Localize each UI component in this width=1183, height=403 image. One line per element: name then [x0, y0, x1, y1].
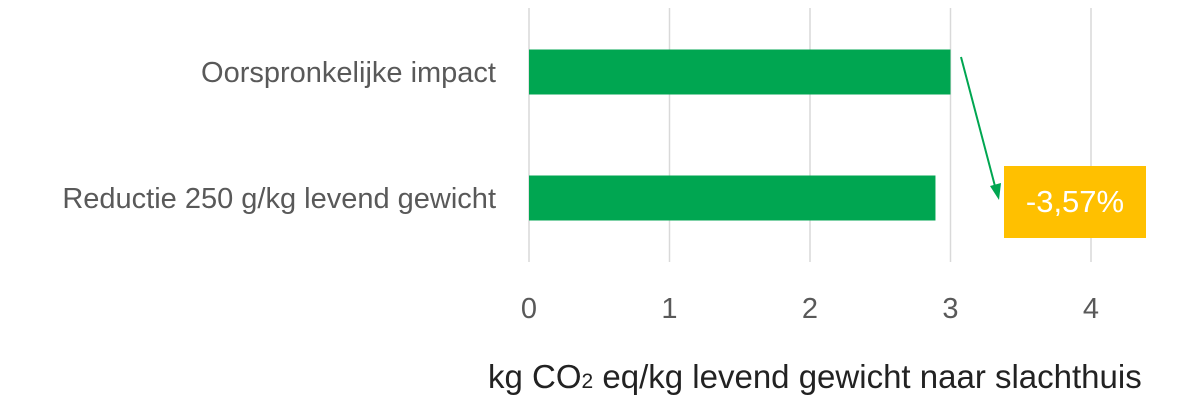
- x-tick-labels: 0 1 2 3 4: [521, 293, 1099, 325]
- x-tick-label: 2: [802, 293, 818, 325]
- reduction-callout: -3,57%: [1004, 166, 1146, 238]
- reduction-arrow: [960, 56, 1001, 200]
- x-axis-label-main: kg CO: [488, 358, 582, 395]
- category-labels: Oorspronkelijke impact Reductie 250 g/kg …: [62, 57, 496, 215]
- x-axis-label-subscript: 2: [581, 370, 594, 393]
- bar: [529, 175, 936, 221]
- arrow-head: [990, 183, 1001, 200]
- x-tick-label: 0: [521, 293, 537, 325]
- category-label: Reductie 250 g/kg levend gewicht: [62, 183, 496, 215]
- x-tick-label: 1: [661, 293, 677, 325]
- bars: [529, 49, 951, 221]
- bar: [529, 49, 951, 95]
- x-tick-label: 4: [1083, 293, 1099, 325]
- category-label: Oorspronkelijke impact: [201, 57, 496, 89]
- x-tick-label: 3: [942, 293, 958, 325]
- x-axis-label-rest: eq/kg levend gewicht naar slachthuis: [593, 358, 1142, 395]
- x-axis-label: kg CO2 eq/kg levend gewicht naar slachth…: [488, 358, 1142, 396]
- arrow-line: [960, 56, 997, 191]
